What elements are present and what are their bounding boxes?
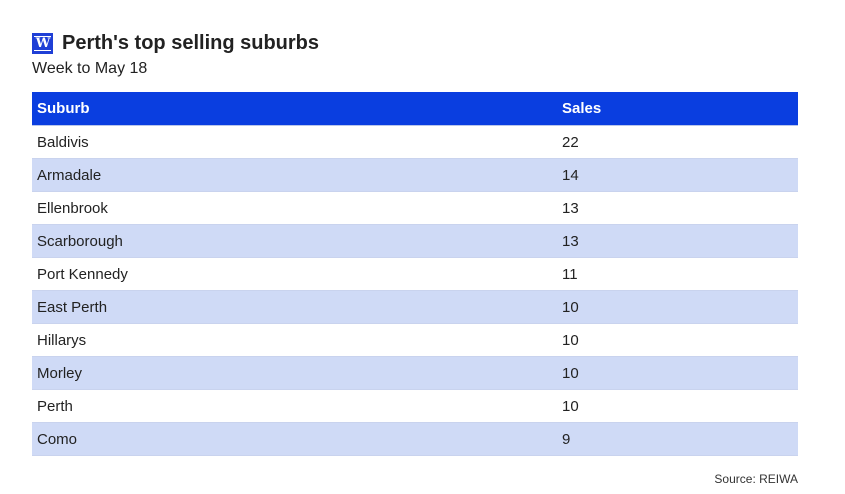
suburb-cell: Ellenbrook (32, 191, 557, 225)
source-note: Source: REIWA (714, 472, 798, 486)
table-row: Port Kennedy 11 (32, 257, 798, 291)
chart-title: Perth's top selling suburbs (62, 32, 320, 54)
sales-cell: 10 (557, 389, 798, 423)
sales-cell: 22 (557, 125, 798, 159)
sales-cell: 11 (557, 257, 798, 291)
suburb-cell: East Perth (32, 290, 557, 324)
table-header-row: Suburb Sales (32, 92, 798, 126)
suburb-cell: Port Kennedy (32, 257, 557, 291)
sales-cell: 10 (557, 323, 798, 357)
table-row: Hillarys 10 (32, 323, 798, 357)
suburb-cell: Morley (32, 356, 557, 390)
table-row: Scarborough 13 (32, 224, 798, 258)
column-header-sales: Sales (557, 92, 798, 126)
column-header-suburb: Suburb (32, 92, 557, 126)
sales-cell: 10 (557, 290, 798, 324)
table-row: Ellenbrook 13 (32, 191, 798, 225)
table-row: Baldivis 22 (32, 125, 798, 159)
table-body: Baldivis 22 Armadale 14 Ellenbrook 13 Scarboro… (32, 125, 798, 456)
table-row: Como 9 (32, 422, 798, 456)
table-row: Perth 10 (32, 389, 798, 423)
table-row: East Perth 10 (32, 290, 798, 324)
chart-subtitle: Week to May 18 (32, 60, 148, 77)
suburb-cell: Como (32, 422, 557, 456)
sales-cell: 10 (557, 356, 798, 390)
suburb-cell: Hillarys (32, 323, 557, 357)
sales-cell: 13 (557, 224, 798, 258)
table-row: Armadale 14 (32, 158, 798, 192)
sales-cell: 14 (557, 158, 798, 192)
table-row: Morley 10 (32, 356, 798, 390)
sales-cell: 13 (557, 191, 798, 225)
sales-cell: 9 (557, 422, 798, 456)
suburb-cell: Scarborough (32, 224, 557, 258)
suburb-cell: Baldivis (32, 125, 557, 159)
chart-header: W Perth's top selling suburbs Week to Ma… (32, 30, 319, 79)
title-row: W Perth's top selling suburbs (32, 30, 319, 56)
suburb-cell: Armadale (32, 158, 557, 192)
suburb-cell: Perth (32, 389, 557, 423)
sales-table: Suburb Sales Baldivis 22 Armadale 14 Ellenbr… (32, 92, 798, 456)
publication-logo-icon: W (32, 32, 53, 54)
